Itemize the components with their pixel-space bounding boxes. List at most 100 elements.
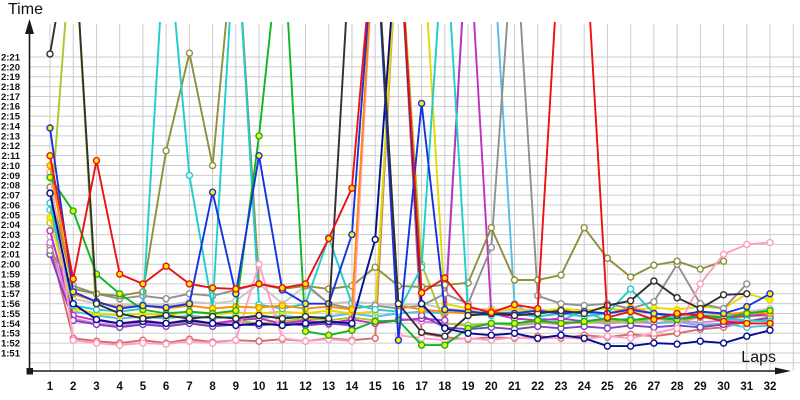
data-point — [348, 184, 356, 192]
series-pink — [46, 22, 774, 349]
data-point — [743, 319, 751, 328]
data-point — [464, 311, 472, 320]
data-point — [92, 305, 101, 314]
series-black — [46, 22, 751, 340]
data-point — [348, 326, 356, 334]
data-point — [208, 312, 217, 321]
data-point — [232, 285, 240, 293]
x-tick-label: 24 — [578, 381, 591, 393]
data-point — [673, 309, 681, 318]
y-tick-label: 1:58 — [1, 279, 20, 290]
x-tick-label: 9 — [233, 381, 239, 393]
data-point — [441, 274, 449, 282]
data-point — [603, 313, 612, 322]
data-point — [743, 302, 751, 311]
data-point — [348, 230, 356, 239]
y-tick-label: 2:14 — [1, 122, 21, 133]
data-point — [441, 332, 449, 340]
y-tick-label: 1:53 — [1, 329, 20, 340]
data-point — [255, 151, 263, 160]
data-point — [441, 316, 449, 325]
data-point — [441, 341, 449, 349]
data-point — [208, 161, 217, 170]
data-point — [69, 275, 77, 283]
series-silver — [46, 232, 774, 320]
data-point — [534, 304, 542, 313]
data-point — [46, 151, 54, 160]
x-tick-label: 10 — [253, 381, 266, 393]
data-point — [348, 337, 356, 345]
series-purple — [46, 22, 774, 333]
data-point — [626, 273, 635, 281]
series-orange — [46, 22, 774, 320]
data-point — [69, 207, 77, 215]
data-point — [510, 301, 519, 309]
data-point — [696, 280, 704, 288]
data-point — [510, 276, 519, 284]
data-point — [510, 311, 519, 320]
data-point — [232, 321, 240, 330]
data-point — [487, 223, 495, 232]
data-point — [92, 156, 101, 165]
data-point — [208, 284, 217, 292]
data-point — [46, 124, 54, 132]
data-point — [417, 305, 426, 314]
data-point — [371, 305, 379, 314]
y-tick-label: 2:02 — [1, 240, 20, 251]
data-point — [487, 243, 495, 252]
data-point — [417, 328, 426, 336]
y-tick-label: 2:21 — [1, 52, 21, 63]
y-tick-label: 2:06 — [1, 200, 20, 211]
data-point — [510, 319, 519, 328]
series-magenta — [46, 22, 774, 328]
data-point — [348, 305, 356, 314]
y-tick-label: 2:09 — [1, 171, 20, 182]
data-point — [185, 300, 194, 308]
y-tick-label: 2:13 — [1, 131, 20, 142]
data-point — [185, 171, 194, 180]
data-point — [534, 334, 542, 342]
x-tick-label: 18 — [438, 381, 451, 393]
y-tick-label: 2:11 — [2, 151, 21, 162]
data-point — [766, 238, 774, 247]
data-point — [626, 307, 635, 316]
data-point — [580, 223, 588, 232]
data-point — [766, 306, 774, 315]
data-point — [162, 295, 170, 303]
data-point — [626, 334, 635, 342]
data-point — [371, 317, 379, 326]
x-tick-label: 3 — [93, 381, 99, 393]
x-tick-label: 19 — [462, 381, 475, 393]
data-point — [115, 309, 124, 318]
data-point — [650, 323, 658, 331]
data-point — [185, 337, 194, 345]
x-tick-label: 15 — [369, 381, 382, 393]
data-point — [696, 311, 704, 320]
x-tick-label: 28 — [671, 381, 684, 393]
series-violet — [46, 22, 774, 330]
data-point — [278, 321, 286, 330]
data-point — [557, 331, 565, 339]
data-point — [417, 341, 426, 349]
data-point — [464, 302, 472, 311]
data-point — [162, 311, 170, 320]
data-point — [766, 319, 774, 328]
data-point — [417, 300, 426, 308]
data-point — [394, 336, 403, 344]
series-line-skyblue — [49, 22, 771, 329]
series-blue — [46, 22, 774, 344]
x-tick-label: 8 — [209, 381, 216, 393]
data-point — [696, 265, 704, 273]
y-tick-label: 2:17 — [1, 92, 20, 103]
data-point — [325, 234, 333, 243]
y-tick-label: 1:56 — [1, 299, 20, 310]
data-point — [534, 322, 542, 331]
y-tick-label: 2:03 — [1, 230, 20, 241]
data-point — [255, 132, 263, 140]
data-point — [696, 337, 704, 345]
data-point — [162, 262, 170, 270]
data-point — [46, 173, 54, 182]
data-point — [278, 301, 286, 310]
y-tick-label: 2:08 — [1, 181, 20, 192]
